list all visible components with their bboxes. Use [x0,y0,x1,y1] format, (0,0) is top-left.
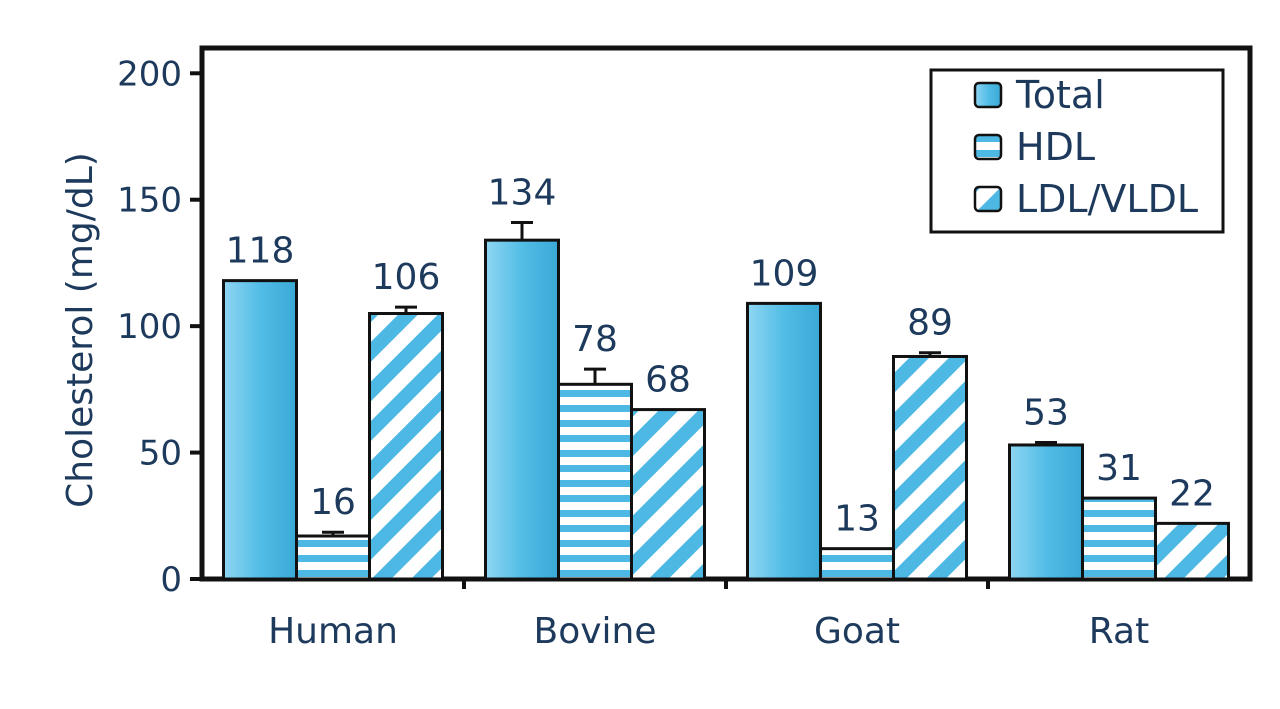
bars [222,220,1230,581]
data-label-bovine-hdl: 78 [572,319,618,360]
y-tick-label-100: 100 [117,307,182,347]
legend: Total HDL LDL/VLDL [929,68,1225,234]
bar-bovine-hdl [557,382,633,581]
data-label-human-total: 118 [226,231,295,272]
y-tick-label-150: 150 [117,181,182,221]
bar-rat-hdl [1081,496,1157,581]
bar-goat-ldl-vldl [892,354,968,581]
bar-human-hdl [295,534,371,581]
bar-goat-total [746,301,822,581]
data-label-rat-total: 53 [1023,392,1069,433]
bar-human-ldl-vldl [368,312,444,581]
legend-label-ldl-vldl: LDL/VLDL [1016,177,1198,221]
axes: 0 50 100 150 200 Human Bovine Goat Rat [117,54,1149,652]
data-label-goat-ldl-vldl: 89 [907,303,953,344]
data-label-goat-total: 109 [750,253,819,294]
data-label-rat-ldl-vldl: 22 [1169,473,1215,514]
y-axis-label: Cholesterol (mg/dL) [60,152,101,508]
y-tick-label-50: 50 [139,434,182,474]
bar-rat-total [1008,443,1084,581]
y-tick-label-200: 200 [117,54,182,94]
data-labels: 118 16 106 134 78 68 109 13 89 53 31 22 [226,172,1215,539]
bar-human-total [222,279,298,581]
data-label-human-ldl-vldl: 106 [372,257,441,298]
data-label-bovine-ldl-vldl: 68 [645,360,691,401]
legend-label-total: Total [1015,73,1105,117]
x-tick-label-rat: Rat [1089,611,1149,652]
bar-bovine-total [484,238,560,581]
x-tick-label-human: Human [268,611,398,652]
data-label-bovine-total: 134 [488,172,557,213]
data-label-human-hdl: 16 [310,482,356,523]
y-tick-label-0: 0 [160,560,182,600]
data-label-rat-hdl: 31 [1096,448,1142,489]
data-label-goat-hdl: 13 [834,499,880,540]
x-tick-label-goat: Goat [814,611,900,652]
legend-swatch-ldl-vldl [973,185,1003,213]
legend-label-hdl: HDL [1016,125,1095,169]
bar-bovine-ldl-vldl [630,408,706,581]
bar-rat-ldl-vldl [1154,521,1230,581]
legend-swatch-hdl [973,133,1003,161]
legend-swatch-total [973,81,1003,109]
x-tick-label-bovine: Bovine [534,611,657,652]
bar-goat-hdl [819,547,895,581]
